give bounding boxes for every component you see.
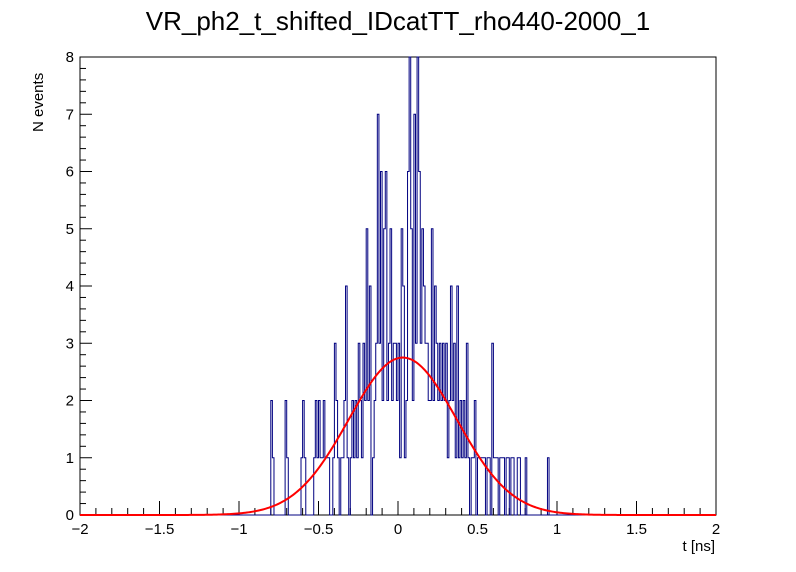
histogram-series bbox=[80, 56, 716, 516]
y-tick-label: 1 bbox=[66, 450, 74, 467]
x-tick-label: −0.5 bbox=[304, 521, 334, 538]
y-tick-label: 6 bbox=[66, 164, 74, 181]
x-tick-label: 2 bbox=[712, 521, 720, 538]
y-tick-label: 3 bbox=[66, 335, 74, 352]
x-tick-label: −2 bbox=[71, 521, 88, 538]
plot-frame bbox=[79, 56, 717, 516]
fit-series bbox=[80, 356, 716, 516]
x-tick-label: 1 bbox=[553, 521, 561, 538]
histogram-line bbox=[80, 56, 716, 516]
y-axis-label: N events bbox=[30, 72, 47, 132]
x-tick-label: 0.5 bbox=[467, 521, 488, 538]
y-axis: 0 1 2 3 4 5 6 7 8 bbox=[66, 49, 92, 524]
y-tick-label: 7 bbox=[66, 106, 74, 123]
x-tick-label: −1.5 bbox=[145, 521, 175, 538]
y-tick-label: 8 bbox=[66, 49, 74, 66]
y-tick-label: 4 bbox=[66, 278, 74, 295]
x-tick-label: −1 bbox=[230, 521, 247, 538]
y-tick-label: 5 bbox=[66, 221, 74, 238]
x-axis: −2 −1.5 −1 −0.5 0 0.5 1 1.5 2 bbox=[71, 501, 720, 538]
gaussian-fit-line bbox=[80, 356, 716, 516]
x-tick-label: 1.5 bbox=[626, 521, 647, 538]
y-tick-label: 2 bbox=[66, 393, 74, 410]
x-tick-label: 0 bbox=[394, 521, 402, 538]
y-tick-label: 0 bbox=[66, 507, 74, 524]
chart-title: VR_ph2_t_shifted_IDcatTT_rho440-2000_1 bbox=[145, 6, 651, 36]
y-axis-label-box: N events bbox=[30, 60, 50, 140]
x-axis-label: t [ns] bbox=[682, 538, 715, 555]
